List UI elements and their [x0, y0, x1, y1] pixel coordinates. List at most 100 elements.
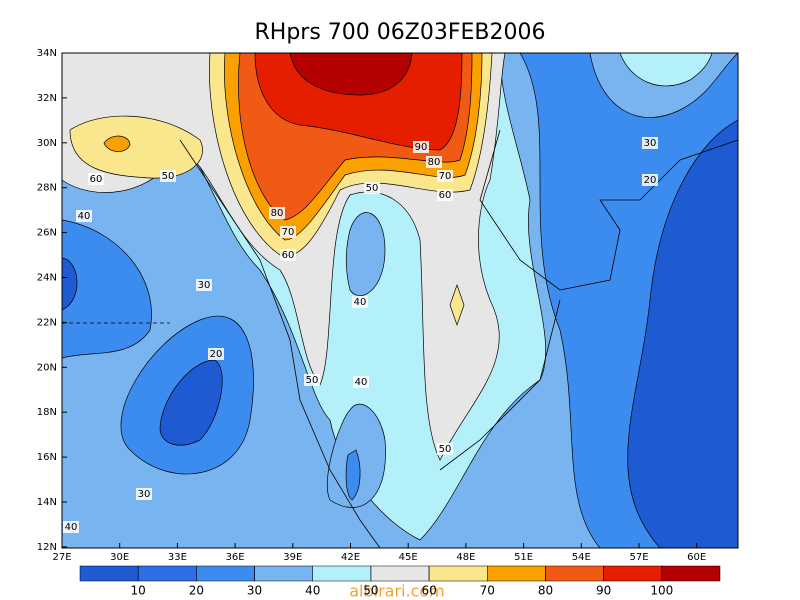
lat-label: 14N	[37, 497, 57, 508]
contour-label-bg	[437, 189, 453, 201]
contour-label-bg	[196, 279, 212, 291]
lat-label: 24N	[37, 273, 57, 284]
colorbar-label: 30	[247, 584, 262, 598]
colorbar-box	[603, 565, 663, 582]
lat-label: 16N	[37, 452, 57, 463]
contour-label: 80	[428, 157, 441, 168]
lon-label: 60E	[687, 552, 706, 563]
colorbar-label: 40	[305, 584, 320, 598]
colorbar-box	[370, 565, 430, 582]
lon-label: 42E	[341, 552, 360, 563]
field-40-50	[619, 53, 713, 87]
coastline	[179, 129, 738, 548]
contour-label-bg	[426, 156, 442, 168]
contour-label: 30	[644, 138, 657, 149]
lon-label: 45E	[399, 552, 418, 563]
contour-label: 40	[65, 522, 78, 533]
contour-label: 60	[439, 190, 452, 201]
field-20-30	[62, 219, 152, 359]
contour-label-bg	[280, 226, 296, 238]
lat-label: 18N	[37, 407, 57, 418]
map-field	[62, 53, 738, 548]
colorbar-label: 20	[189, 584, 204, 598]
field-10-20	[627, 119, 738, 548]
contour-label-bg	[437, 170, 453, 182]
lat-label: 28N	[37, 183, 57, 194]
lon-label: 39E	[283, 552, 302, 563]
colorbar-box	[312, 565, 372, 582]
contour-label: 90	[415, 142, 428, 153]
contour-label-bg	[437, 443, 453, 455]
contour-label: 60	[282, 250, 295, 261]
lon-label: 48E	[456, 552, 475, 563]
colorbar-box	[428, 565, 488, 582]
contour-label: 20	[644, 175, 657, 186]
contour-label: 80	[271, 208, 284, 219]
colorbar-box	[487, 565, 546, 582]
contour-label-bg	[63, 521, 79, 533]
contour-label: 50	[366, 183, 379, 194]
colorbar-label: 100	[650, 584, 673, 598]
field-10-20	[159, 359, 223, 446]
field-60-70	[69, 115, 203, 179]
contour-label-bg	[160, 170, 176, 182]
colorbar-box	[79, 565, 139, 582]
contour-label-bg	[280, 249, 296, 261]
contour-label-bg	[76, 210, 92, 222]
lon-label: 27E	[52, 552, 71, 563]
lat-label: 34N	[37, 48, 57, 59]
contour-label: 30	[138, 489, 151, 500]
field-30-40	[345, 212, 386, 296]
colorbar-box	[137, 565, 197, 582]
contour-label-bg	[88, 173, 104, 185]
contour-label: 60	[90, 174, 103, 185]
contour-label: 40	[78, 211, 91, 222]
watermark: albirari.com	[349, 582, 445, 600]
contour-label-bg	[352, 296, 368, 308]
lon-label: 51E	[514, 552, 533, 563]
contour-label: 50	[162, 171, 175, 182]
colorbar-box	[545, 565, 604, 582]
colorbar-label: 60	[421, 584, 436, 598]
contour-label: 50	[306, 375, 319, 386]
contour-label-bg	[364, 182, 380, 194]
title: RHprs 700 06Z03FEB2006	[255, 20, 546, 45]
field-10-20	[62, 257, 78, 311]
colorbar-label: 80	[538, 584, 553, 598]
contour-label-bg	[642, 174, 658, 186]
contour-label: 50	[439, 444, 452, 455]
lat-label: 12N	[37, 542, 57, 553]
contour-label: 20	[210, 349, 223, 360]
contour-label-bg	[136, 488, 152, 500]
lat-label: 30N	[37, 138, 57, 149]
contour-label: 70	[282, 227, 295, 238]
lon-label: 33E	[168, 552, 187, 563]
field-gt-100	[289, 53, 413, 96]
lon-label: 30E	[110, 552, 129, 563]
colorbar-label: 70	[480, 584, 495, 598]
field-20-30	[345, 449, 361, 501]
lat-label: 20N	[37, 362, 57, 373]
contour-label-bg	[304, 374, 320, 386]
colorbar-box	[661, 565, 721, 582]
colorbar-label: 50	[363, 584, 378, 598]
lon-label: 36E	[226, 552, 245, 563]
contour-label-bg	[269, 207, 285, 219]
contour-label-bg	[208, 348, 224, 360]
colorbar-label: 90	[596, 584, 611, 598]
lat-label: 32N	[37, 93, 57, 104]
colorbar-box	[196, 565, 255, 582]
contour-label: 40	[354, 297, 367, 308]
lat-label: 22N	[37, 317, 57, 328]
lon-label: 54E	[572, 552, 591, 563]
colorbar-label: 10	[131, 584, 146, 598]
lon-label: 57E	[629, 552, 648, 563]
contour-label: 30	[198, 280, 211, 291]
contour-label-bg	[642, 137, 658, 149]
map-frame	[61, 52, 739, 549]
contour-label: 70	[439, 171, 452, 182]
field-70-80	[103, 135, 131, 152]
contour-label-bg	[413, 141, 429, 153]
colorbar-box	[254, 565, 313, 582]
